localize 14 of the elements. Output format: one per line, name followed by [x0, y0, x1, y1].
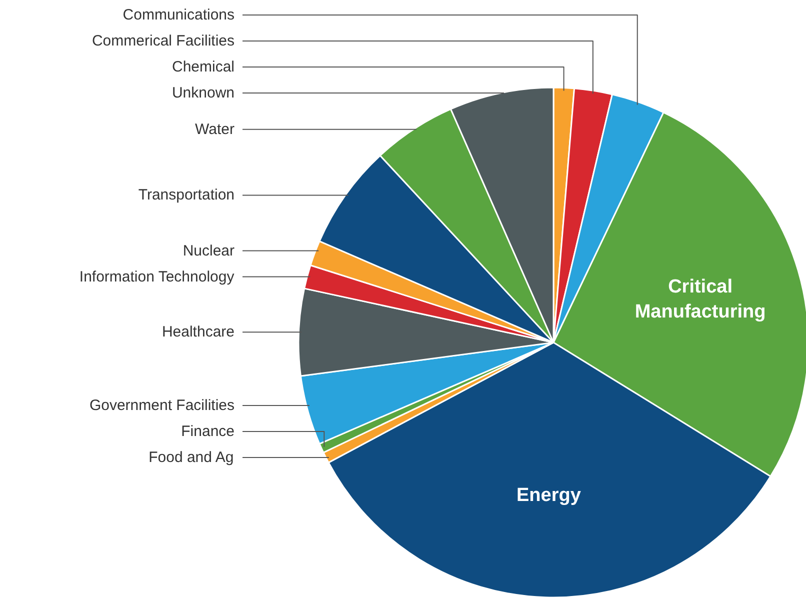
slice-label: Energy	[516, 484, 582, 506]
slice-label: Communications	[122, 6, 235, 24]
slice-label: Chemical	[172, 58, 235, 76]
slice-label: Information Technology	[79, 268, 235, 286]
slice-label: Nuclear	[182, 242, 235, 260]
slice-label: Healthcare	[162, 324, 235, 341]
slice-label: Commerical Facilities	[92, 32, 235, 50]
slice-label: Finance	[181, 423, 235, 440]
slice-label: Food and Ag	[148, 449, 234, 466]
slice-label: Government Facilities	[89, 397, 235, 414]
slice-label: Water	[195, 120, 235, 138]
slice-label: Unknown	[172, 84, 235, 102]
slice-label: Transportation	[138, 186, 235, 204]
slice-label: Critical Manufacturing	[634, 276, 766, 322]
